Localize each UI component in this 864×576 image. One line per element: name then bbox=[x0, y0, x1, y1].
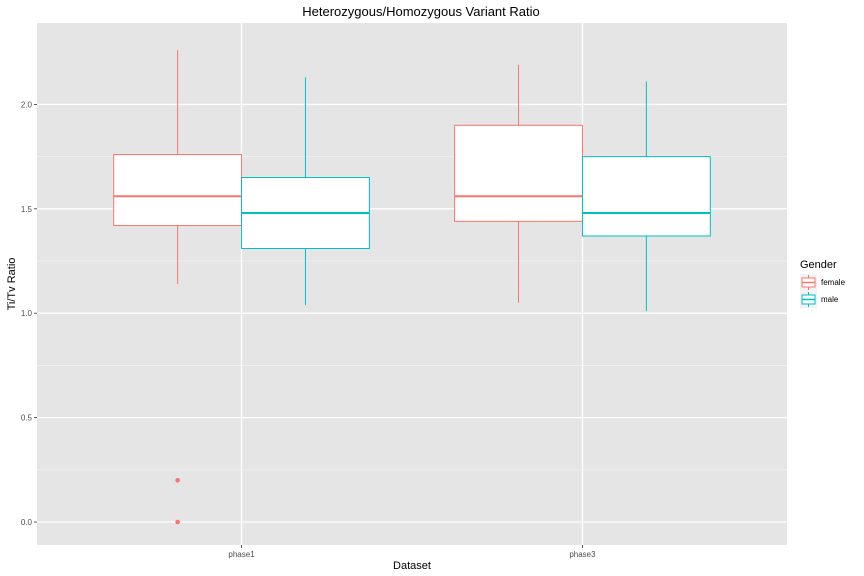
y-tick-label: 0.0 bbox=[21, 518, 33, 527]
box-iqr bbox=[113, 154, 243, 227]
y-tick-label: 0.5 bbox=[21, 414, 33, 423]
legend-label-female: female bbox=[821, 278, 846, 287]
legend: Gender female male bbox=[800, 259, 846, 308]
outlier-point bbox=[175, 477, 180, 483]
box-male-phase1 bbox=[241, 77, 370, 305]
x-tick-label: phase1 bbox=[228, 550, 255, 559]
x-tick-label: phase3 bbox=[569, 550, 596, 559]
chart-title: Heterozygous/Homozygous Variant Ratio bbox=[302, 4, 540, 19]
box-iqr bbox=[581, 156, 711, 237]
y-tick-label: 2.0 bbox=[21, 100, 33, 109]
y-tick-label: 1.0 bbox=[21, 309, 33, 318]
legend-title: Gender bbox=[800, 259, 837, 271]
box-male-phase3 bbox=[581, 81, 711, 312]
x-axis-title: Dataset bbox=[393, 560, 431, 572]
x-axis: phase1 phase3 bbox=[228, 545, 596, 559]
y-axis-title: Ti/Tv Ratio bbox=[6, 258, 18, 311]
grid-major bbox=[37, 23, 787, 545]
box-female-phase3 bbox=[454, 64, 583, 303]
y-axis: 0.0 0.5 1.0 1.5 2.0 bbox=[21, 100, 37, 527]
legend-key-male bbox=[800, 291, 817, 308]
legend-label-male: male bbox=[821, 295, 839, 304]
y-tick-label: 1.5 bbox=[21, 205, 33, 214]
boxes bbox=[113, 50, 711, 525]
legend-key-female bbox=[800, 274, 817, 291]
box-iqr bbox=[454, 124, 583, 222]
box-female-phase1 bbox=[113, 50, 243, 525]
outlier-point bbox=[175, 519, 180, 525]
plot-panel bbox=[37, 23, 787, 545]
